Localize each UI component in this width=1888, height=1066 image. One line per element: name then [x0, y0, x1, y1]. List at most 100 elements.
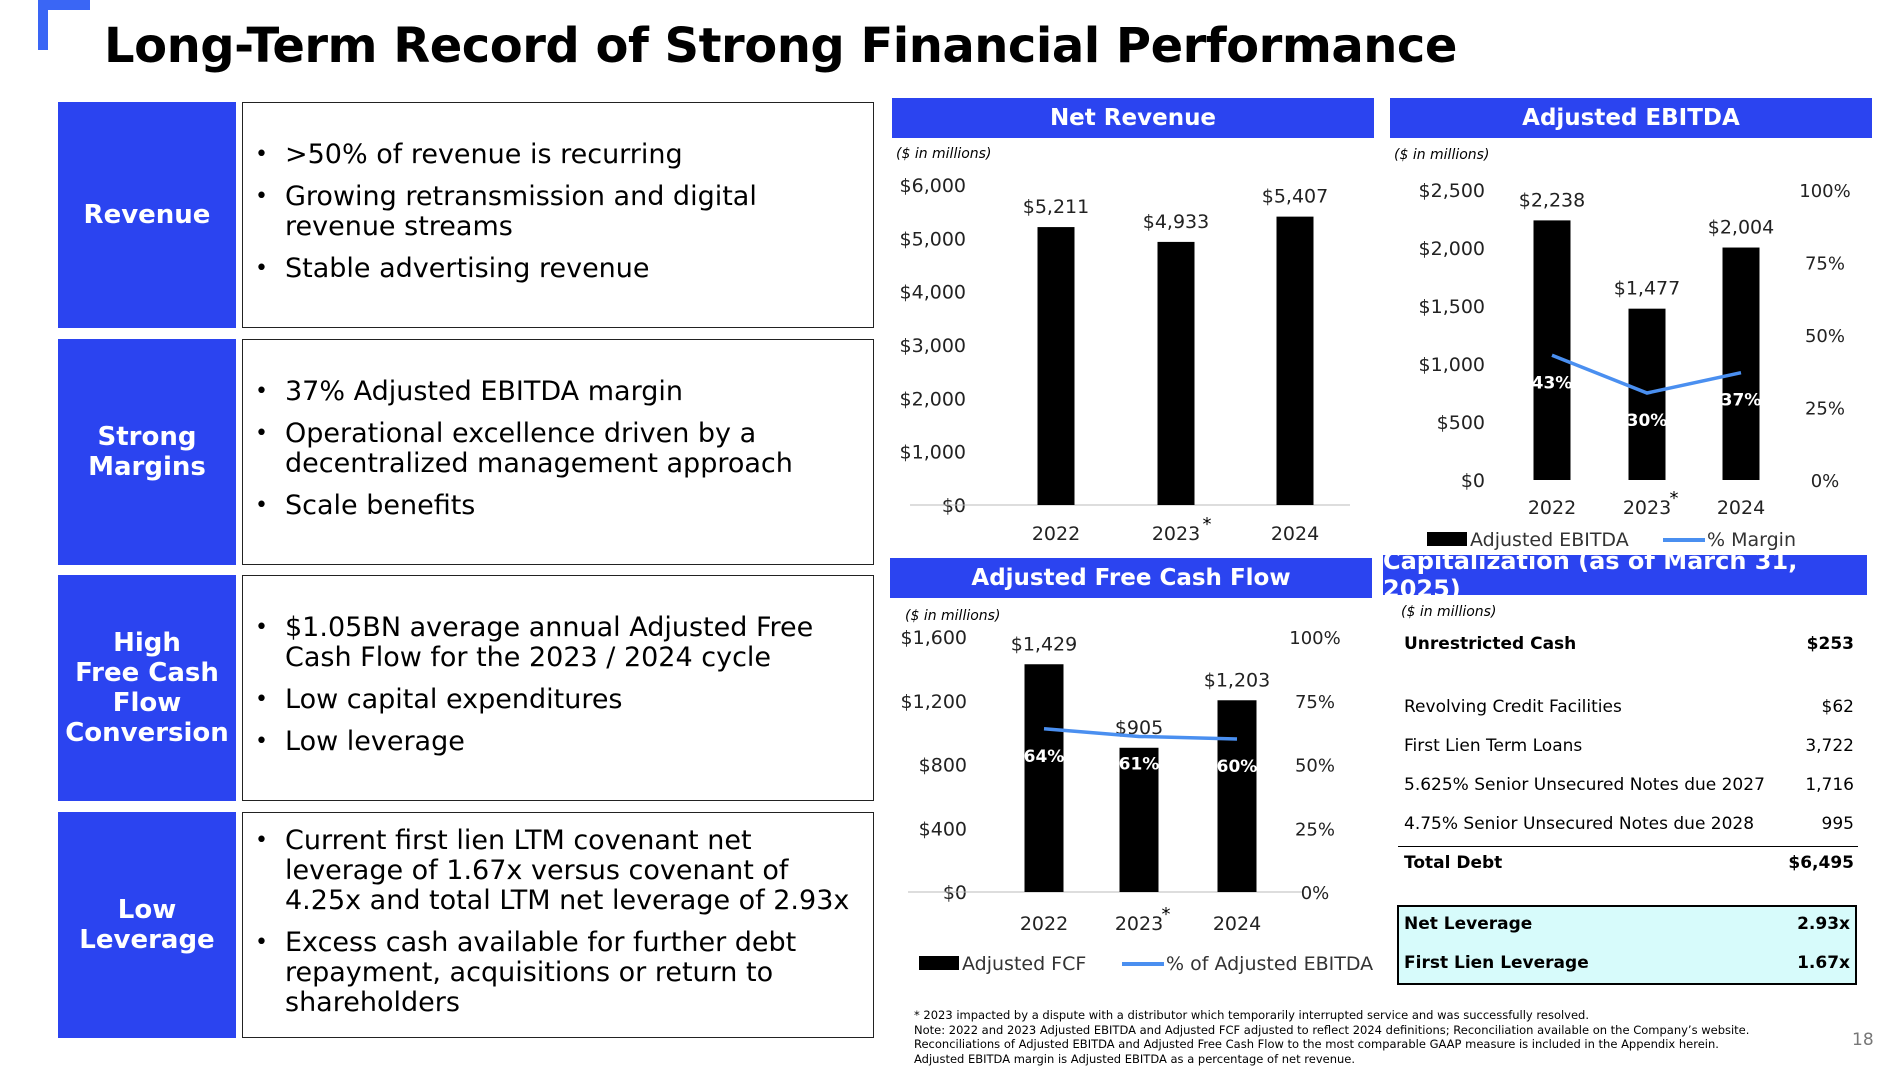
bar-value-label: $5,211 [1023, 196, 1089, 218]
cap-row-value: 3,722 [1805, 736, 1854, 756]
x-tick-label: 2023 [1152, 523, 1200, 545]
bar [1534, 220, 1571, 480]
y-tick-label: $6,000 [900, 175, 966, 197]
cap-row-value: 1,716 [1805, 775, 1854, 795]
y-tick-label: $500 [1437, 412, 1485, 434]
y2-tick-label: 75% [1295, 692, 1335, 713]
x-tick-label: 2024 [1271, 523, 1319, 545]
bar [1025, 664, 1064, 892]
total-divider [1398, 846, 1858, 847]
y-tick-label: $800 [919, 755, 967, 777]
cap-row-label: Total Debt [1404, 853, 1502, 873]
y-tick-label: $5,000 [900, 228, 966, 250]
y-tick-label: $0 [943, 882, 967, 904]
cap-row-value: $253 [1807, 634, 1854, 654]
legend-swatch-bar [919, 956, 959, 970]
y-tick-label: $2,500 [1419, 180, 1485, 202]
y-tick-label: $3,000 [900, 335, 966, 357]
bar-value-label: $2,004 [1708, 217, 1774, 239]
category-footnote-mark: * [1670, 488, 1679, 509]
cap-row-label: 4.75% Senior Unsecured Notes due 2028 [1404, 814, 1754, 834]
line-value-label: 64% [1024, 747, 1065, 767]
y-tick-label: $4,000 [900, 282, 966, 304]
footnote: Adjusted EBITDA margin is Adjusted EBITD… [914, 1052, 1749, 1066]
leverage-label: First Lien Leverage [1404, 953, 1589, 973]
line-value-label: 60% [1217, 757, 1258, 777]
chart-units-note: ($ in millions) [896, 146, 991, 162]
y2-tick-label: 25% [1295, 819, 1335, 840]
cap-row-value: 995 [1822, 814, 1854, 834]
x-tick-label: 2022 [1528, 497, 1576, 519]
cap-row: 4.75% Senior Unsecured Notes due 2028 99… [1404, 814, 1854, 834]
page-number: 18 [1852, 1030, 1874, 1050]
y2-tick-label: 0% [1811, 471, 1840, 492]
bar-value-label: $1,429 [1011, 633, 1077, 655]
bar [1218, 700, 1257, 892]
leverage-row: First Lien Leverage 1.67x [1404, 953, 1850, 973]
leverage-value: 2.93x [1797, 914, 1850, 934]
leverage-value: 1.67x [1797, 953, 1850, 973]
y-tick-label: $0 [942, 495, 966, 517]
x-tick-label: 2022 [1032, 523, 1080, 545]
y-tick-label: $1,200 [901, 691, 967, 713]
category-footnote-mark: * [1162, 904, 1171, 925]
legend-label: % of Adjusted EBITDA [1166, 953, 1373, 975]
line-value-label: 37% [1721, 391, 1762, 411]
line-value-label: 61% [1119, 754, 1160, 774]
bar-value-label: $1,203 [1204, 669, 1270, 691]
leverage-label: Net Leverage [1404, 914, 1532, 934]
line-value-label: 30% [1627, 411, 1668, 431]
y-tick-label: $1,500 [1419, 296, 1485, 318]
cap-row-label: First Lien Term Loans [1404, 736, 1582, 756]
leverage-row: Net Leverage 2.93x [1404, 914, 1850, 934]
y2-tick-label: 50% [1805, 326, 1845, 347]
chart-units-note: ($ in millions) [1394, 147, 1489, 163]
footnote: Reconciliations of Adjusted EBITDA and A… [914, 1037, 1749, 1052]
y-tick-label: $0 [1461, 470, 1485, 492]
line-value-label: 43% [1532, 373, 1573, 393]
cap-row-total: Total Debt $6,495 [1404, 853, 1854, 873]
legend-label: Adjusted FCF [962, 953, 1086, 975]
y-tick-label: $1,600 [901, 627, 967, 649]
footnotes: * 2023 impacted by a dispute with a dist… [914, 1008, 1749, 1066]
cap-row-value: $6,495 [1788, 853, 1854, 873]
capitalization-units: ($ in millions) [1401, 604, 1496, 620]
legend-swatch-bar [1427, 532, 1467, 546]
footnote: Note: 2022 and 2023 Adjusted EBITDA and … [914, 1023, 1749, 1038]
cap-row: Unrestricted Cash $253 [1404, 634, 1854, 654]
cap-row-label: Unrestricted Cash [1404, 634, 1576, 654]
bar [1158, 242, 1195, 505]
bar [1038, 227, 1075, 505]
y2-tick-label: 50% [1295, 756, 1335, 777]
x-tick-label: 2022 [1020, 913, 1068, 935]
chart-units-note: ($ in millions) [905, 608, 1000, 624]
cap-row: First Lien Term Loans 3,722 [1404, 736, 1854, 756]
bar-value-label: $1,477 [1614, 278, 1680, 300]
y-tick-label: $2,000 [900, 388, 966, 410]
cap-row-value: $62 [1822, 697, 1854, 717]
legend-label: % Margin [1707, 529, 1796, 551]
y-tick-label: $1,000 [900, 442, 966, 464]
x-tick-label: 2023 [1623, 497, 1671, 519]
x-tick-label: 2024 [1717, 497, 1765, 519]
y-tick-label: $1,000 [1419, 354, 1485, 376]
x-tick-label: 2024 [1213, 913, 1261, 935]
bar [1723, 248, 1760, 480]
y2-tick-label: 75% [1805, 254, 1845, 275]
y-tick-label: $400 [919, 818, 967, 840]
legend-label: Adjusted EBITDA [1470, 529, 1629, 551]
category-footnote-mark: * [1203, 514, 1212, 535]
cap-row-label: Revolving Credit Facilities [1404, 697, 1622, 717]
y2-tick-label: 0% [1301, 883, 1330, 904]
footnote: * 2023 impacted by a dispute with a dist… [914, 1008, 1749, 1023]
y2-tick-label: 100% [1799, 181, 1850, 202]
cap-row-label: 5.625% Senior Unsecured Notes due 2027 [1404, 775, 1765, 795]
cap-row: Revolving Credit Facilities $62 [1404, 697, 1854, 717]
y2-tick-label: 25% [1805, 399, 1845, 420]
y2-tick-label: 100% [1289, 628, 1340, 649]
x-tick-label: 2023 [1115, 913, 1163, 935]
bar-value-label: $2,238 [1519, 189, 1585, 211]
bar-value-label: $5,407 [1262, 186, 1328, 208]
bar-value-label: $4,933 [1143, 211, 1209, 233]
y-tick-label: $2,000 [1419, 238, 1485, 260]
